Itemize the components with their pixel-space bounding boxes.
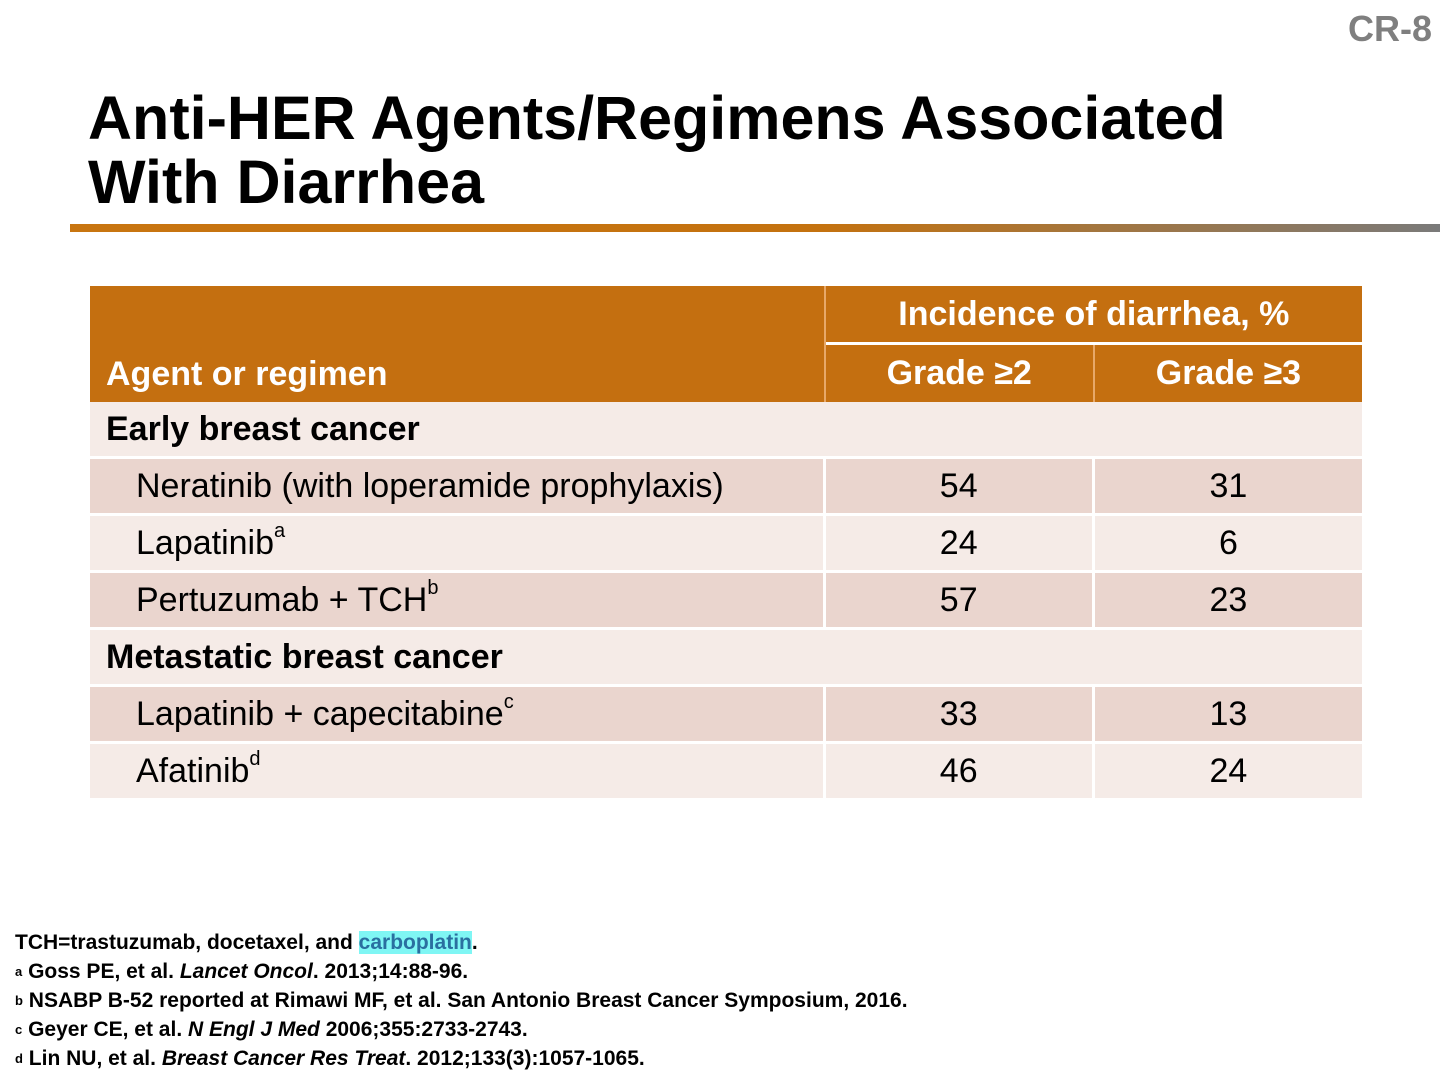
grade3-cell: 23: [1094, 573, 1362, 630]
table-row: Afatinibd 46 24: [90, 744, 1362, 801]
section-label-early: Early breast cancer: [90, 402, 1362, 459]
grade2-cell: 57: [825, 573, 1095, 630]
header-agent: Agent or regimen: [90, 286, 826, 402]
reference-c: c Geyer CE, et al. N Engl J Med 2006;355…: [15, 1018, 528, 1041]
footnotes: TCH=trastuzumab, docetaxel, and carbopla…: [15, 928, 908, 1073]
header-grade-2: Grade ≥2: [825, 345, 1095, 402]
agent-cell: Afatinibd: [90, 744, 826, 801]
reference-b: b NSABP B-52 reported at Rimawi MF, et a…: [15, 989, 908, 1012]
grade3-cell: 24: [1094, 744, 1362, 801]
agent-cell: Lapatinib + capecitabinec: [90, 687, 826, 744]
grade3-cell: 13: [1094, 687, 1362, 744]
reference-d: d Lin NU, et al. Breast Cancer Res Treat…: [15, 1047, 645, 1070]
title-line-2: With Diarrhea: [88, 148, 485, 216]
diarrhea-incidence-table: Agent or regimen Incidence of diarrhea, …: [90, 286, 1362, 801]
reference-a: a Goss PE, et al. Lancet Oncol. 2013;14:…: [15, 960, 469, 983]
section-label-metastatic: Metastatic breast cancer: [90, 630, 1362, 687]
table-row: Lapatinib + capecitabinec 33 13: [90, 687, 1362, 744]
grade2-cell: 24: [825, 516, 1095, 573]
table-row: Pertuzumab + TCHb 57 23: [90, 573, 1362, 630]
slide-number: CR-8: [1347, 8, 1432, 49]
highlighted-text: carboplatin: [358, 931, 472, 954]
grade2-cell: 33: [825, 687, 1095, 744]
title-line-1: Anti-HER Agents/Regimens Associated: [88, 84, 1226, 152]
slide-title: Anti-HER Agents/Regimens Associated With…: [88, 86, 1388, 214]
section-row: Early breast cancer: [90, 402, 1362, 459]
grade3-cell: 31: [1094, 459, 1362, 516]
table-row: Lapatiniba 24 6: [90, 516, 1362, 573]
footnote-marker: a: [274, 519, 286, 542]
header-incidence: Incidence of diarrhea, %: [825, 286, 1362, 345]
agent-cell: Pertuzumab + TCHb: [90, 573, 826, 630]
abbreviation-note: TCH=trastuzumab, docetaxel, and carbopla…: [15, 931, 478, 954]
agent-cell: Neratinib (with loperamide prophylaxis): [90, 459, 826, 516]
footnote-marker: b: [427, 576, 439, 599]
agent-cell: Lapatiniba: [90, 516, 826, 573]
grade3-cell: 6: [1094, 516, 1362, 573]
table-row: Neratinib (with loperamide prophylaxis) …: [90, 459, 1362, 516]
grade2-cell: 46: [825, 744, 1095, 801]
title-divider: [70, 224, 1440, 232]
grade2-cell: 54: [825, 459, 1095, 516]
header-grade-3: Grade ≥3: [1094, 345, 1362, 402]
section-row: Metastatic breast cancer: [90, 630, 1362, 687]
footnote-marker: d: [249, 747, 261, 770]
footnote-marker: c: [503, 690, 514, 713]
